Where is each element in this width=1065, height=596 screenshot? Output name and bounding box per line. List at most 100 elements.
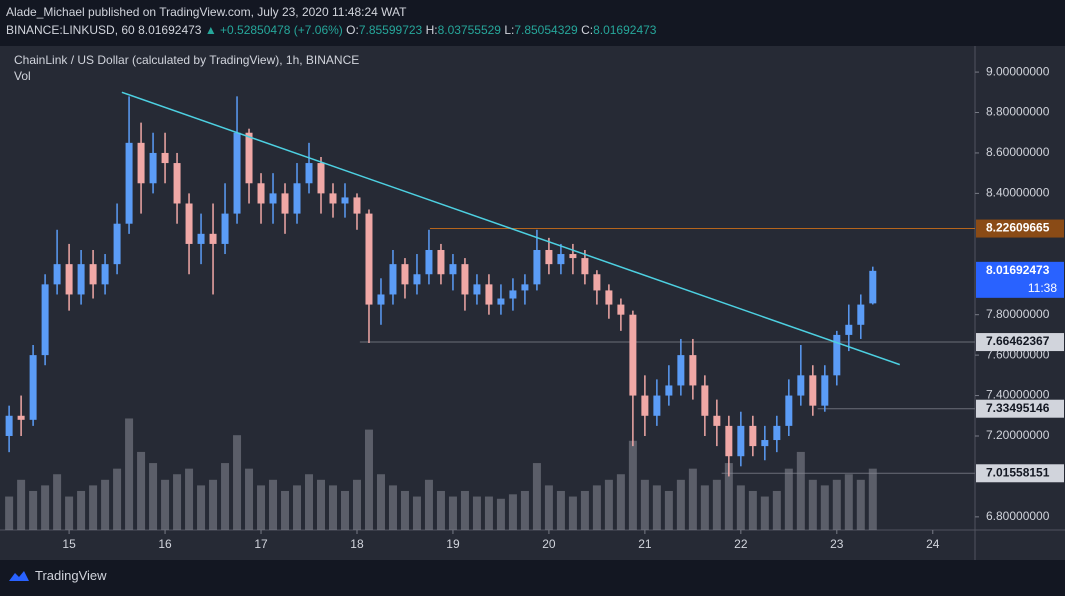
candle-body <box>593 274 601 291</box>
candle-body <box>353 197 361 214</box>
volume-bar <box>856 479 865 530</box>
y-tick-label: 7.20000000 <box>986 428 1050 442</box>
volume-bar <box>293 485 302 530</box>
y-tick-label: 8.40000000 <box>986 186 1050 200</box>
candle-body <box>209 233 217 244</box>
candle-body <box>737 425 745 457</box>
volume-bar <box>484 496 493 530</box>
ohlc-value: 7.85599723 <box>358 23 423 37</box>
header: Alade_Michael published on TradingView.c… <box>0 0 1065 46</box>
candle-body <box>281 193 289 214</box>
volume-bar <box>245 468 254 530</box>
volume-bar <box>53 474 62 530</box>
volume-bar <box>376 474 385 530</box>
countdown: 11:38 <box>1028 281 1057 295</box>
candle-body <box>137 142 145 184</box>
volume-bar <box>496 498 505 530</box>
volume-bar <box>844 474 853 530</box>
candle-body <box>233 132 241 214</box>
published: Alade_Michael published on TradingView.c… <box>6 5 407 19</box>
candle-body <box>569 254 577 259</box>
volume-bar <box>400 490 409 530</box>
chart-bg <box>0 46 1065 560</box>
volume-bar <box>340 490 349 530</box>
volume-bar <box>868 468 877 530</box>
candle-body <box>689 355 697 386</box>
ohlc-value: 8.01692473 <box>593 23 657 37</box>
candle-body <box>725 425 733 457</box>
volume-bar <box>820 485 829 530</box>
chart: ChainLink / US Dollar (calculated by Tra… <box>0 46 1065 560</box>
candle-body <box>329 193 337 204</box>
candle-body <box>161 152 169 164</box>
volume-bar <box>808 479 817 530</box>
ohlc-label: C: <box>581 23 594 37</box>
volume-bar <box>592 485 601 530</box>
level-label: 7.01558151 <box>986 465 1050 479</box>
volume-bar <box>688 468 697 530</box>
volume-bar <box>520 490 529 530</box>
volume-bar <box>125 418 134 530</box>
volume-bar <box>161 479 170 530</box>
volume-label: Vol <box>14 69 31 83</box>
volume-bar <box>89 485 98 530</box>
candle-body <box>629 314 637 396</box>
volume-bar <box>748 490 757 530</box>
volume-bar <box>328 485 337 530</box>
candle-body <box>17 415 25 420</box>
y-tick-label: 8.60000000 <box>986 145 1050 159</box>
candle-body <box>65 264 73 295</box>
candle-body <box>113 223 121 265</box>
candle-body <box>269 193 277 204</box>
candle-body <box>437 249 445 275</box>
candle-body <box>809 375 817 406</box>
volume-bar <box>5 496 14 530</box>
volume-bar <box>700 485 709 530</box>
volume-bar <box>233 435 242 530</box>
volume-bar <box>736 485 745 530</box>
candle-body <box>797 375 805 396</box>
volume-bar <box>712 479 721 530</box>
volume-bar <box>676 479 685 530</box>
candle-body <box>521 284 529 291</box>
candle-body <box>857 304 865 325</box>
volume-bar <box>424 479 433 530</box>
footer: TradingView <box>8 568 107 583</box>
candle-body <box>29 355 37 420</box>
candle-body <box>89 264 97 285</box>
volume-bar <box>364 429 373 530</box>
volume-bar <box>269 479 278 530</box>
volume-bar <box>65 496 74 530</box>
volume-bar <box>101 479 110 530</box>
candle-body <box>833 334 841 376</box>
chart-title: ChainLink / US Dollar (calculated by Tra… <box>14 53 359 67</box>
level-label-bg <box>976 219 1064 238</box>
volume-bar <box>652 485 661 530</box>
volume-bar <box>604 479 613 530</box>
ohlc-label: L: <box>504 23 515 37</box>
level-label: 8.22609665 <box>986 221 1050 235</box>
candle-body <box>605 290 613 305</box>
volume-bar <box>472 496 481 530</box>
volume-bar <box>388 485 397 530</box>
candle-body <box>701 385 709 416</box>
volume-bar <box>113 468 122 530</box>
x-tick-label: 20 <box>542 537 556 551</box>
level-label-bg <box>976 399 1064 418</box>
candle-body <box>497 298 505 305</box>
candle-body <box>317 163 325 194</box>
volume-bar <box>460 490 469 530</box>
volume-bar <box>209 479 218 530</box>
symbol: BINANCE:LINKUSD, 60 <box>6 23 135 37</box>
level-label-bg <box>976 333 1064 352</box>
candle-body <box>653 395 661 416</box>
candle-body <box>545 249 553 265</box>
ohlc-value: 8.03755529 <box>437 23 501 37</box>
candle-body <box>173 163 181 204</box>
candle-body <box>197 233 205 244</box>
level-label-bg <box>976 464 1064 483</box>
volume-bar <box>281 490 290 530</box>
volume-bar <box>41 485 50 530</box>
ohlc: O:7.85599723 H:8.03755529 L:7.85054329 C… <box>346 23 656 37</box>
